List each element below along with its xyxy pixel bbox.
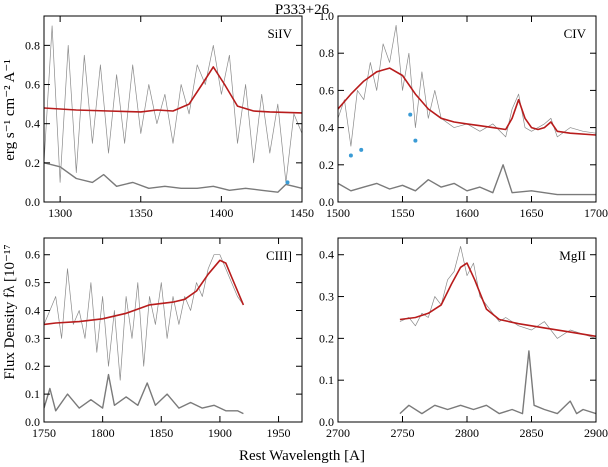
model-line-civ	[338, 67, 596, 136]
y-tick-label-civ: 0.8	[319, 46, 334, 60]
x-tick-label-siiv: 1300	[48, 206, 72, 220]
y-tick-label-mgii: 0.4	[319, 248, 334, 262]
x-tick-label-civ: 1700	[584, 206, 608, 220]
panel-mgii: 2700 2750 2800 2850 2900 0.0 0.1 0.2 0.3 0.4 MgII	[319, 237, 608, 440]
model-line-ciii	[44, 259, 245, 326]
masked-point-civ	[359, 147, 364, 152]
panel-ciii: 1750 1800 1850 1900 1950 0.0 0.1 0.2 0.3 0.4 0.5 0.…	[25, 237, 303, 440]
y-tick-label-siiv: 0.8	[25, 38, 40, 52]
error-line-mgii	[399, 350, 596, 415]
model-line-mgii	[399, 262, 596, 338]
y-tick-label-ciii: 0.4	[25, 303, 40, 317]
spectrum-line-mgii	[399, 246, 596, 339]
spectrum-line-siiv	[44, 25, 302, 183]
x-tick-label-civ: 1500	[326, 206, 350, 220]
x-tick-label-ciii: 1800	[91, 426, 115, 440]
panel-frame-ciii	[43, 237, 303, 423]
x-tick-label-siiv: 1450	[290, 206, 314, 220]
y-tick-label-ciii: 0.1	[25, 387, 40, 401]
panel-civ: 1500 1550 1600 1650 1700 0.0 0.2 0.4 0.6 0.8 1.0 CI…	[319, 9, 608, 220]
x-tick-label-ciii: 1750	[32, 426, 56, 440]
masked-point-civ	[348, 153, 353, 158]
x-axis-title: Rest Wavelength [A]	[239, 448, 365, 464]
y-tick-label-mgii: 0.0	[319, 415, 334, 429]
y-axis-title-bottom: Flux Density fλ [10⁻¹⁷	[2, 244, 18, 379]
y-tick-label-ciii: 0.0	[25, 415, 40, 429]
plot-area-siiv	[44, 25, 302, 193]
plot-area-civ	[338, 24, 596, 196]
x-tick-label-mgii: 2900	[584, 426, 608, 440]
panel-frame-civ	[337, 15, 597, 203]
y-tick-label-civ: 1.0	[319, 9, 334, 23]
y-tick-label-siiv: 0.2	[25, 156, 40, 170]
x-tick-label-siiv: 1400	[209, 206, 233, 220]
error-line-siiv	[44, 162, 302, 193]
x-tick-label-ciii: 1950	[267, 426, 291, 440]
y-tick-label-siiv: 0.0	[25, 195, 40, 209]
x-tick-label-ciii: 1850	[149, 426, 173, 440]
y-tick-label-civ: 0.0	[319, 195, 334, 209]
plot-area-mgii	[399, 246, 596, 415]
figure-title: P333+26	[275, 2, 330, 18]
masked-point-siiv	[285, 180, 290, 185]
x-tick-label-mgii: 2750	[391, 426, 415, 440]
y-tick-label-ciii: 0.2	[25, 359, 40, 373]
panel-frame-siiv	[43, 15, 303, 203]
panel-label-mgii: MgII	[559, 248, 586, 263]
spectrum-line-civ	[338, 24, 596, 147]
x-tick-label-ciii: 1900	[208, 426, 232, 440]
y-tick-label-mgii: 0.3	[319, 290, 334, 304]
y-tick-label-civ: 0.4	[319, 121, 334, 135]
x-tick-label-mgii: 2800	[455, 426, 479, 440]
y-tick-label-siiv: 0.6	[25, 78, 40, 92]
y-tick-label-mgii: 0.1	[319, 373, 334, 387]
panel-siiv: 1300 1350 1400 1450 0.0 0.2 0.4 0.6 0.8 SiIV	[25, 15, 314, 220]
y-tick-label-civ: 0.6	[319, 83, 334, 97]
panel-label-civ: CIV	[564, 26, 587, 41]
y-tick-label-siiv: 0.4	[25, 117, 40, 131]
masked-point-civ	[408, 112, 413, 117]
x-tick-label-civ: 1650	[520, 206, 544, 220]
y-axis-title-top: erg s⁻¹ cm⁻² A⁻¹	[2, 59, 18, 161]
x-tick-label-mgii: 2850	[520, 426, 544, 440]
error-line-civ	[338, 164, 596, 196]
x-tick-label-siiv: 1350	[129, 206, 153, 220]
panel-label-ciii: CIII]	[266, 248, 292, 263]
x-tick-label-mgii: 2700	[326, 426, 350, 440]
y-tick-label-ciii: 0.6	[25, 248, 40, 262]
y-tick-label-mgii: 0.2	[319, 331, 334, 345]
model-line-siiv	[44, 66, 302, 114]
y-tick-label-ciii: 0.3	[25, 331, 40, 345]
x-tick-label-civ: 1550	[391, 206, 415, 220]
plot-area-ciii	[44, 254, 245, 415]
y-tick-label-civ: 0.2	[319, 158, 334, 172]
x-tick-label-civ: 1600	[455, 206, 479, 220]
y-tick-label-ciii: 0.5	[25, 276, 40, 290]
masked-point-civ	[413, 138, 418, 143]
error-line-ciii	[44, 373, 244, 415]
panel-label-siiv: SiIV	[267, 26, 292, 41]
spectrum-line-ciii	[44, 254, 244, 381]
